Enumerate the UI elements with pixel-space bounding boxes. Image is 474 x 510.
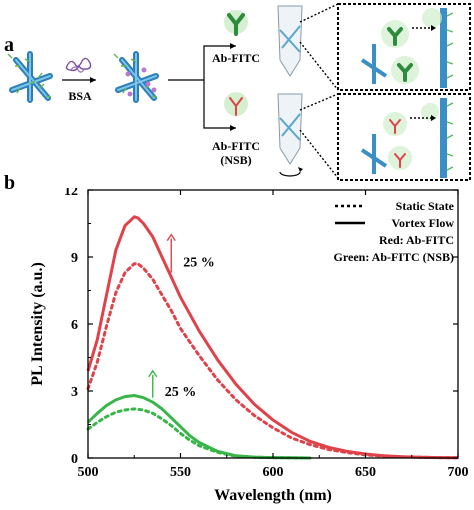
legend-label: Vortex Flow: [391, 216, 454, 230]
fiber-junction: [7, 51, 53, 103]
y-tick-label: 3: [71, 385, 78, 400]
x-tick-label: 700: [448, 465, 469, 480]
y-tick-label: 6: [71, 318, 78, 333]
coated-fiber-junction: [113, 51, 159, 103]
increase-percent-label: 25 %: [183, 255, 215, 270]
tube-top: [277, 5, 303, 77]
panel-a-label: a: [4, 34, 14, 56]
zoom-lines: [299, 3, 339, 179]
plot-frame: [87, 189, 459, 459]
bottom-reagent-line2: (NSB): [220, 152, 252, 167]
x-tick-label: 550: [170, 465, 191, 480]
branch-connector: [168, 45, 236, 129]
tube-bottom: [277, 93, 303, 165]
increase-arrowhead: [148, 369, 158, 378]
antibody-nsb-icon: [224, 92, 248, 116]
bsa-protein-icon: [65, 57, 92, 73]
series-line-2-solid: [86, 394, 311, 460]
x-tick-label: 500: [78, 465, 99, 480]
x-tick-label: 650: [355, 465, 376, 480]
y-axis-label: PL Intensity (a.u.): [29, 262, 46, 386]
y-tick-label: 12: [64, 188, 78, 199]
y-tick-label: 0: [71, 452, 78, 467]
bottom-reagent-label: Ab-FITC (NSB): [206, 139, 266, 168]
panel-b-label: b: [4, 172, 16, 194]
top-reagent-label: Ab-FITC: [211, 51, 260, 65]
x-tick-label: 600: [263, 465, 284, 480]
legend: Static State Vortex Flow Red: Ab-FITC Green…: [334, 199, 455, 264]
vortex-rotation-icon: [279, 167, 303, 177]
bottom-reagent-line1: Ab-FITC: [211, 139, 260, 153]
series-line-3-dotted: [86, 407, 312, 460]
inset-top: [337, 3, 471, 91]
series-line-1-dotted: [86, 262, 460, 460]
pl-spectrum-chart: 500 550 600 650 700 0 3 6 9 12 Wavelength (nm) PL…: [29, 188, 469, 504]
y-tick-label: 9: [71, 251, 78, 266]
schematic-diagram: [7, 3, 471, 181]
increase-percent-label: 25 %: [165, 385, 197, 400]
series-layer: [86, 215, 460, 460]
annotations: 25 % 25 %: [148, 233, 215, 400]
x-axis-label: Wavelength (nm): [214, 487, 332, 504]
inset-bottom: [337, 93, 471, 181]
antibody-fitc-icon: [224, 10, 248, 36]
increase-arrowhead: [166, 233, 176, 242]
bsa-arrow: [62, 77, 96, 83]
legend-note: Green: Ab-FITC (NSB): [334, 250, 454, 264]
bsa-label: BSA: [68, 89, 92, 103]
legend-label: Static State: [396, 199, 455, 213]
legend-note: Red: Ab-FITC: [379, 233, 454, 247]
ticks-layer: 500 550 600 650 700 0 3 6 9 12: [64, 188, 469, 480]
